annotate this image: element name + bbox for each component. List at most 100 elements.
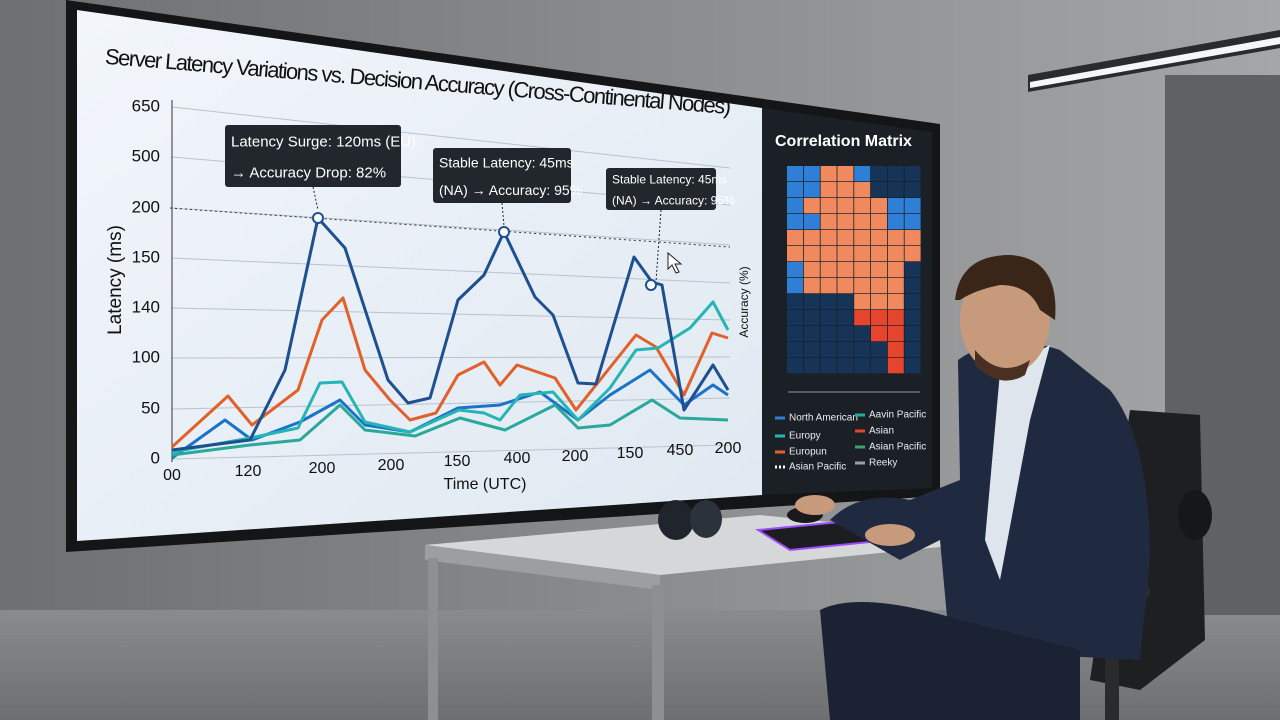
- heatmap-cell: [871, 310, 887, 326]
- heatmap-cell: [787, 230, 803, 246]
- right-axis-label: Accuracy (%): [737, 266, 751, 337]
- heatmap-cell: [887, 246, 904, 262]
- heatmap-cell: [820, 182, 837, 198]
- heatmap-cell: [787, 166, 803, 182]
- correlation-panel: Correlation Matrix North American Europy Eu…: [775, 133, 926, 473]
- heatmap-cell: [803, 230, 820, 246]
- x-tick-label: 200: [715, 440, 742, 457]
- heatmap-cell: [803, 294, 820, 310]
- legend-label: Asian: [869, 426, 894, 437]
- heatmap-cell: [887, 358, 904, 374]
- legend-label: Asian Pacific: [789, 462, 846, 473]
- grid-line: [171, 444, 731, 460]
- heatmap-cell: [904, 246, 921, 262]
- heatmap-cell: [820, 262, 837, 278]
- heatmap-cell: [904, 198, 921, 214]
- heatmap-cell: [787, 310, 803, 326]
- heatmap-cell: [887, 342, 904, 358]
- heatmap-cell: [803, 310, 820, 326]
- heatmap-cell: [871, 198, 887, 214]
- headphones: [690, 500, 722, 538]
- heatmap-cell: [837, 278, 854, 294]
- heatmap-cell: [854, 358, 871, 374]
- annotation-text: (NA) → Accuracy: 95%: [439, 182, 582, 198]
- threshold-line: [169, 207, 731, 248]
- heatmap-cell: [854, 214, 871, 230]
- heatmap-cell: [803, 262, 820, 278]
- highlight-point: [312, 212, 324, 224]
- heatmap-cell: [837, 214, 854, 230]
- person-legs: [820, 602, 1080, 720]
- heatmap-cell: [787, 294, 803, 310]
- heatmap-cell: [820, 230, 837, 246]
- heatmap-cell: [904, 310, 921, 326]
- heatmap-cell: [820, 294, 837, 310]
- grid-line: [171, 307, 731, 321]
- x-tick-label: 400: [504, 450, 531, 467]
- highlight-point: [645, 279, 657, 291]
- heatmap-cell: [854, 166, 871, 182]
- headphones: [658, 500, 694, 540]
- legend-label: North American: [789, 413, 858, 424]
- series-line: [171, 368, 729, 460]
- y-tick-label: 140: [132, 297, 160, 316]
- heatmap-cell: [820, 342, 837, 358]
- heatmap-cell: [854, 310, 871, 326]
- heatmap-cell: [887, 198, 904, 214]
- heatmap-cell: [871, 262, 887, 278]
- annotation-text: Latency Surge: 120ms (EU): [231, 133, 416, 150]
- heatmap-cell: [887, 262, 904, 278]
- heatmap-cell: [787, 278, 803, 294]
- series-line: [171, 398, 729, 457]
- heatmap-cell: [887, 310, 904, 326]
- heatmap-cell: [787, 198, 803, 214]
- heatmap-cell: [904, 230, 921, 246]
- person-beard: [975, 350, 1030, 381]
- ceiling-light-glow: [1030, 37, 1280, 88]
- heatmap-cell: [871, 358, 887, 374]
- grid-line: [171, 356, 731, 359]
- heatmap-cell: [854, 182, 871, 198]
- heatmap-cell: [871, 342, 887, 358]
- heatmap-cell: [904, 278, 921, 294]
- heatmap-cell: [904, 326, 921, 342]
- heatmap-cell: [837, 326, 854, 342]
- annotation-box: [225, 125, 401, 187]
- heatmap-cell: [787, 326, 803, 342]
- grid-line: [171, 106, 731, 169]
- x-axis-label: Time (UTC): [444, 476, 527, 493]
- heatmap-cell: [904, 358, 921, 374]
- legend-label: Europy: [789, 431, 821, 442]
- heatmap-cell: [820, 326, 837, 342]
- heatmap-cell: [837, 294, 854, 310]
- desk-leg: [428, 558, 438, 720]
- heatmap-cell: [871, 166, 887, 182]
- heatmap-cell: [787, 262, 803, 278]
- legend-label: Europun: [789, 447, 827, 458]
- heatmap-cell: [837, 230, 854, 246]
- heatmap-cell: [803, 198, 820, 214]
- heatmap-cell: [820, 198, 837, 214]
- y-tick-label: 0: [151, 448, 160, 467]
- heatmap-cell: [854, 246, 871, 262]
- heatmap-cell: [854, 278, 871, 294]
- y-tick-label: 50: [141, 398, 160, 417]
- grid-line: [171, 257, 731, 284]
- heatmap-cell: [854, 262, 871, 278]
- legend-label: Aavin Pacific: [869, 410, 926, 421]
- heatmap-cell: [787, 358, 803, 374]
- x-tick-label: 200: [309, 460, 336, 477]
- legend-label: Reeky: [869, 458, 897, 469]
- heatmap-cell: [820, 166, 837, 182]
- heatmap-cell: [837, 358, 854, 374]
- heatmap-cell: [854, 230, 871, 246]
- heatmap-cell: [820, 310, 837, 326]
- heatmap-cell: [871, 326, 887, 342]
- y-tick-label: 100: [132, 347, 160, 366]
- heatmap-cell: [871, 182, 887, 198]
- heatmap-cell: [837, 262, 854, 278]
- heatmap-cell: [803, 214, 820, 230]
- annotation-text: → Accuracy Drop: 82%: [231, 164, 386, 181]
- heatmap-cell: [871, 246, 887, 262]
- heatmap-cell: [803, 358, 820, 374]
